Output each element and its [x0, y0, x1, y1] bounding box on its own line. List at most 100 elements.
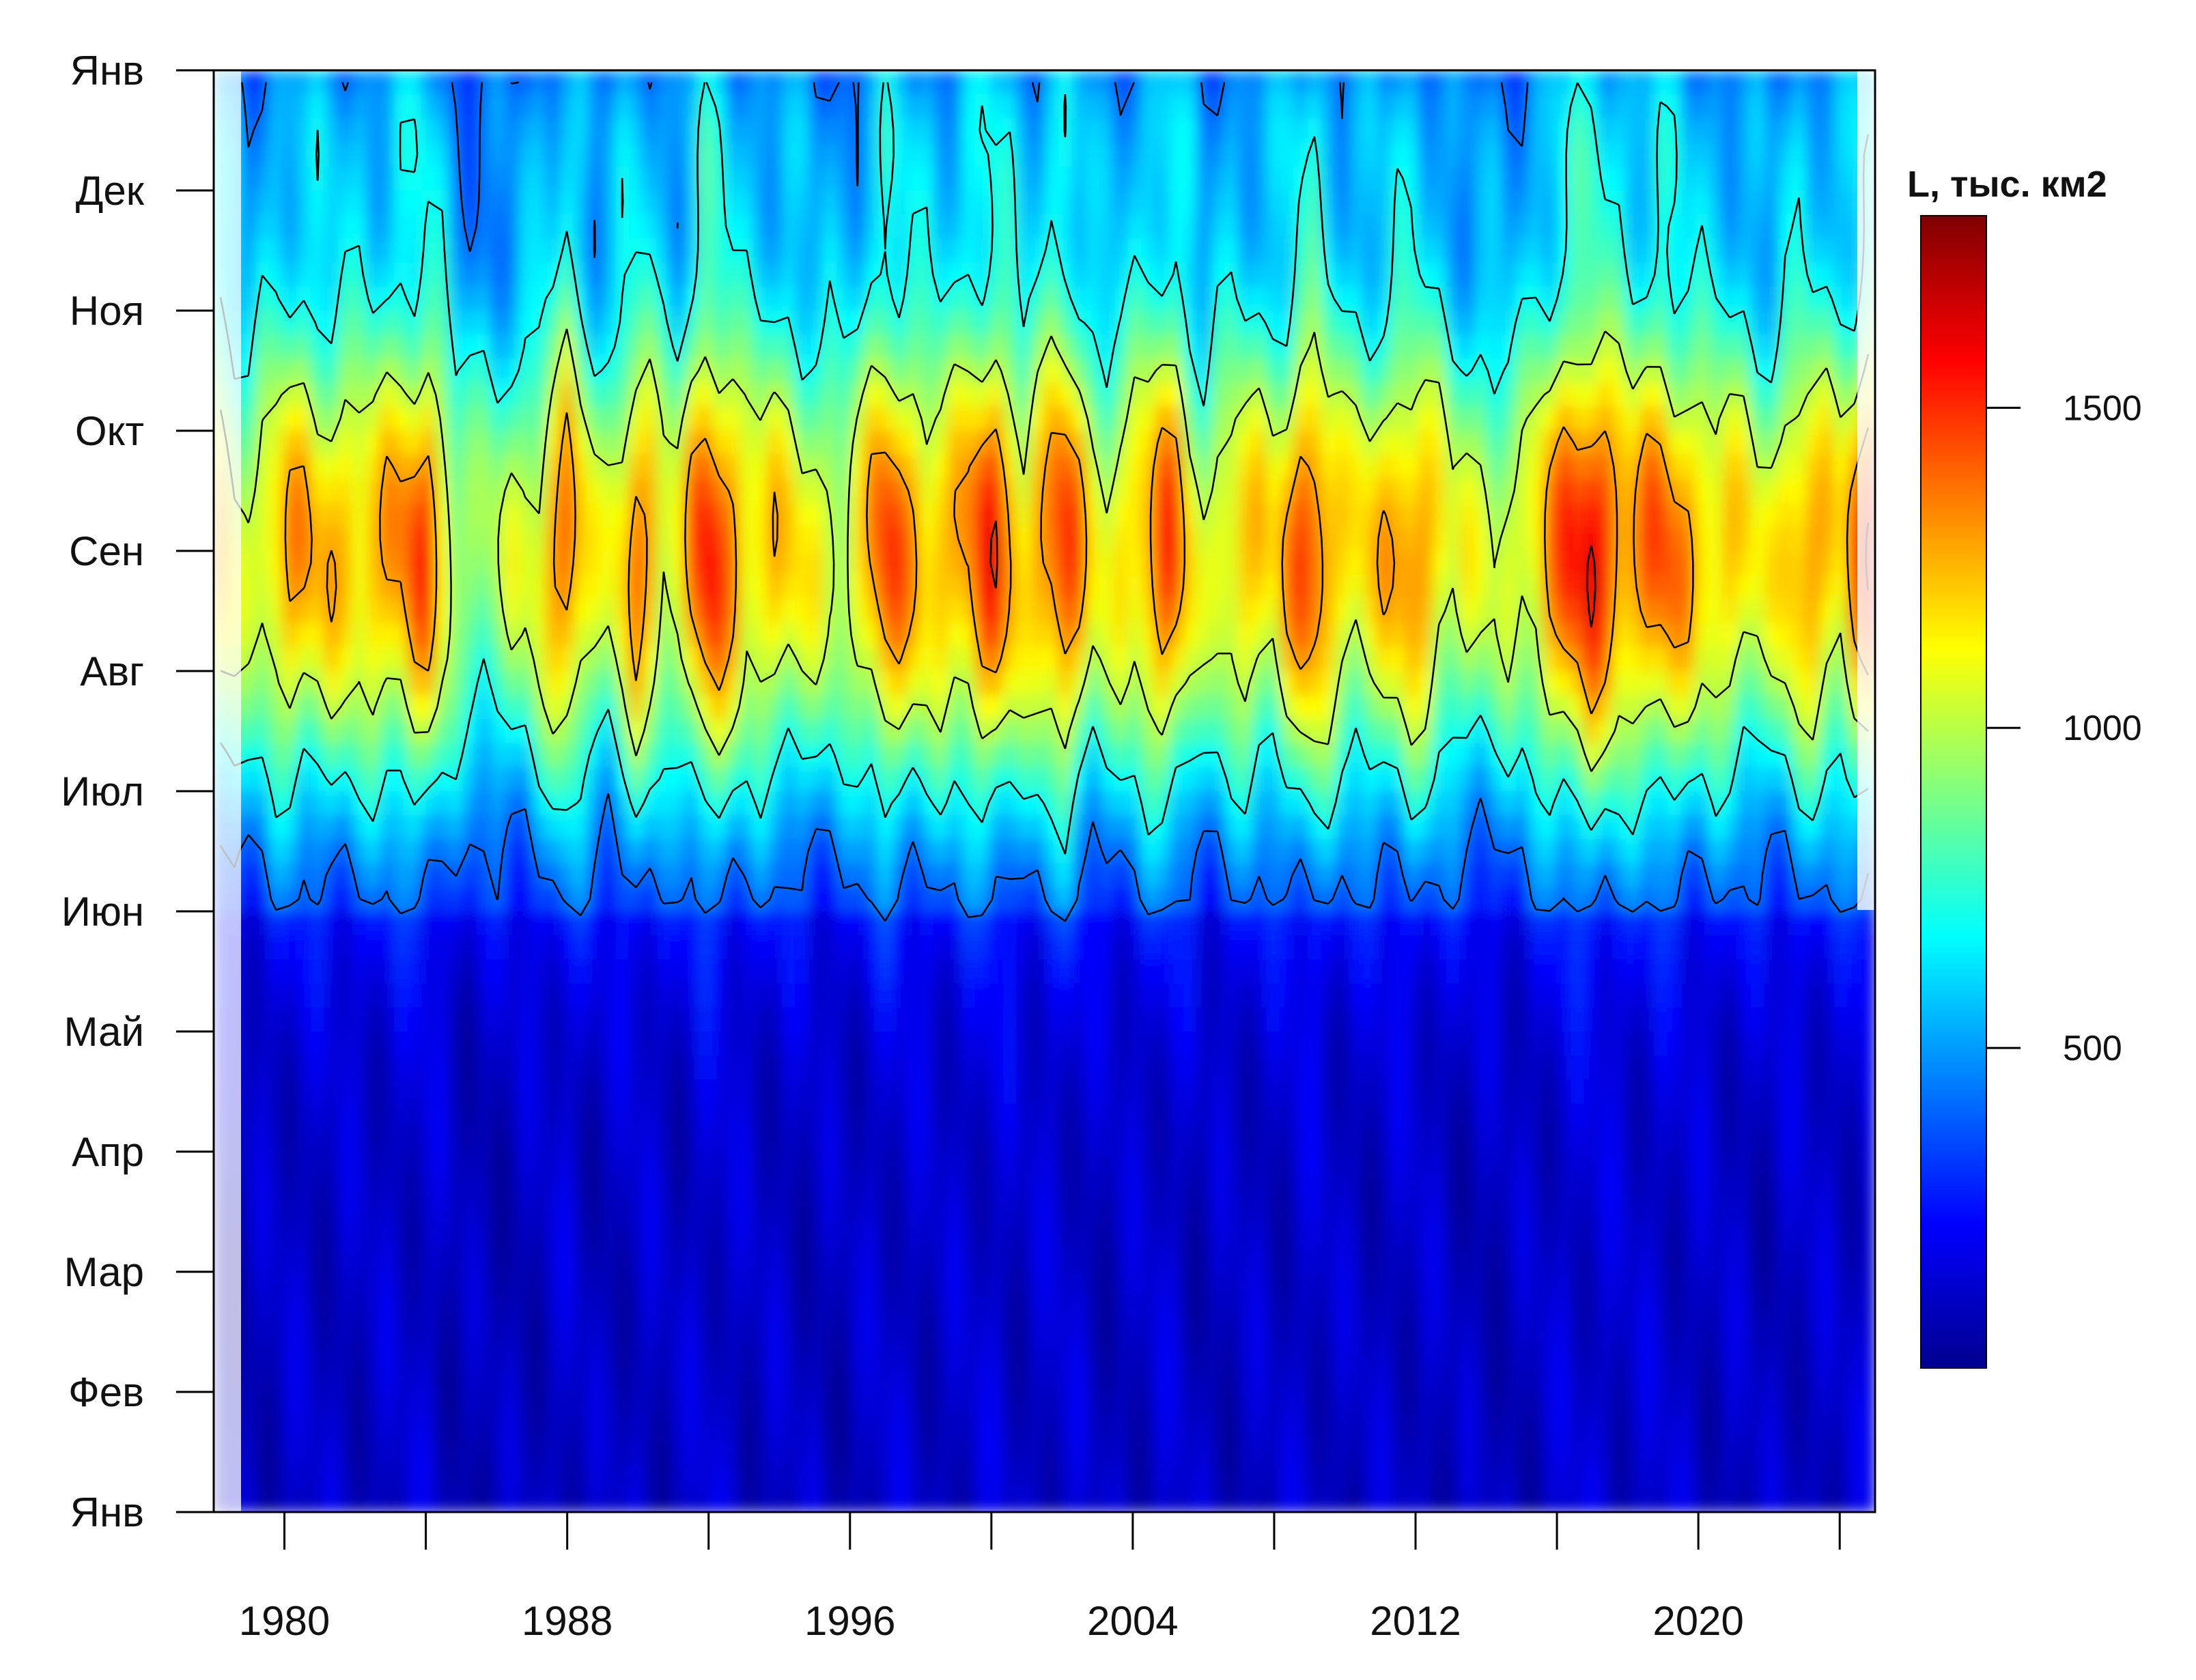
heatmap-cell	[1044, 695, 1059, 720]
heatmap-cell	[1432, 142, 1447, 167]
heatmap-cell	[643, 839, 658, 864]
heatmap-cell	[532, 334, 547, 360]
heatmap-cell	[241, 887, 256, 912]
heatmap-cell	[712, 334, 727, 360]
heatmap-cell	[477, 94, 492, 119]
heatmap-cell	[726, 311, 741, 336]
heatmap-cell	[878, 743, 893, 768]
heatmap-cell	[504, 959, 520, 984]
heatmap-cell	[1307, 70, 1322, 96]
heatmap-cell	[1335, 719, 1350, 744]
heatmap-cell	[753, 382, 768, 408]
heatmap-cell	[1030, 839, 1045, 864]
heatmap-cell	[1210, 863, 1226, 888]
heatmap-cell	[768, 94, 783, 119]
heatmap-cell	[823, 238, 838, 264]
heatmap-cell	[1667, 599, 1683, 624]
heatmap-cell	[1543, 382, 1558, 408]
heatmap-cell	[768, 118, 783, 143]
heatmap-cell	[1833, 190, 1848, 216]
heatmap-cell	[795, 623, 810, 648]
heatmap-cell	[255, 959, 270, 984]
heatmap-cell	[546, 767, 561, 792]
heatmap-cell	[352, 791, 367, 816]
heatmap-cell	[1127, 286, 1142, 311]
heatmap-cell	[892, 238, 907, 264]
heatmap-cell	[1335, 791, 1350, 816]
heatmap-cell	[698, 911, 713, 937]
heatmap-cell	[532, 911, 547, 937]
heatmap-cell	[421, 959, 436, 984]
heatmap-cell	[864, 1055, 879, 1081]
heatmap-cell	[463, 791, 478, 816]
heatmap-cell	[1708, 526, 1723, 552]
heatmap-cell	[1404, 286, 1419, 311]
heatmap-cell	[241, 406, 256, 431]
heatmap-cell	[601, 262, 616, 287]
heatmap-cell	[283, 166, 298, 191]
heatmap-cell	[1626, 166, 1641, 191]
heatmap-cell	[1681, 671, 1696, 696]
heatmap-cell	[1086, 911, 1101, 937]
heatmap-cell	[753, 431, 768, 456]
heatmap-cell	[740, 286, 755, 311]
heatmap-cell	[1543, 94, 1558, 119]
heatmap-cell	[878, 646, 893, 672]
heatmap-cell	[241, 551, 256, 576]
heatmap-cell	[393, 887, 408, 912]
heatmap-cell	[463, 599, 478, 624]
heatmap-cell	[393, 743, 408, 768]
heatmap-cell	[1072, 311, 1087, 336]
heatmap-cell	[1805, 1007, 1820, 1032]
heatmap-cell	[1459, 743, 1475, 768]
heatmap-cell	[1805, 214, 1820, 240]
heatmap-cell	[1474, 599, 1489, 624]
heatmap-cell	[1044, 1031, 1059, 1057]
heatmap-cell	[477, 959, 492, 984]
heatmap-cell	[1792, 575, 1807, 600]
heatmap-cell	[1459, 70, 1475, 96]
heatmap-cell	[1556, 719, 1571, 744]
heatmap-cell	[559, 502, 575, 528]
heatmap-cell	[1321, 166, 1336, 191]
heatmap-cell	[1805, 311, 1820, 336]
heatmap-cell	[324, 455, 339, 480]
heatmap-cell	[1238, 431, 1253, 456]
heatmap-cell	[1626, 599, 1641, 624]
heatmap-cell	[905, 743, 921, 768]
heatmap-cell	[1362, 166, 1378, 191]
heatmap-cell	[1626, 382, 1641, 408]
heatmap-cell	[1681, 166, 1696, 191]
heatmap-cell	[1183, 70, 1198, 96]
heatmap-cell	[795, 719, 810, 744]
heatmap-cell	[1265, 455, 1281, 480]
heatmap-cell	[1072, 118, 1087, 143]
heatmap-cell	[1238, 839, 1253, 864]
heatmap-cell	[1723, 959, 1738, 984]
heatmap-cell	[1736, 623, 1751, 648]
heatmap-cell	[1293, 935, 1308, 960]
heatmap-cell	[1127, 839, 1142, 864]
heatmap-cell	[656, 406, 672, 431]
heatmap-cell	[574, 983, 589, 1008]
heatmap-cell	[241, 863, 256, 888]
heatmap-cell	[1349, 502, 1364, 528]
heatmap-cell	[352, 94, 367, 119]
heatmap-cell	[1556, 839, 1571, 864]
heatmap-cell	[1293, 406, 1308, 431]
heatmap-cell	[1377, 1007, 1392, 1032]
heatmap-cell	[656, 911, 672, 937]
heatmap-cell	[1238, 695, 1253, 720]
heatmap-cell	[1044, 214, 1059, 240]
heatmap-cell	[1833, 815, 1848, 840]
heatmap-cell	[1681, 959, 1696, 984]
heatmap-cell	[1196, 526, 1211, 552]
heatmap-cell	[255, 479, 270, 504]
heatmap-cell	[1543, 502, 1558, 528]
heatmap-cell	[490, 791, 505, 816]
heatmap-cell	[920, 94, 935, 119]
heatmap-cell	[1459, 406, 1475, 431]
heatmap-cell	[643, 431, 658, 456]
heatmap-cell	[808, 887, 824, 912]
heatmap-cell	[518, 382, 533, 408]
